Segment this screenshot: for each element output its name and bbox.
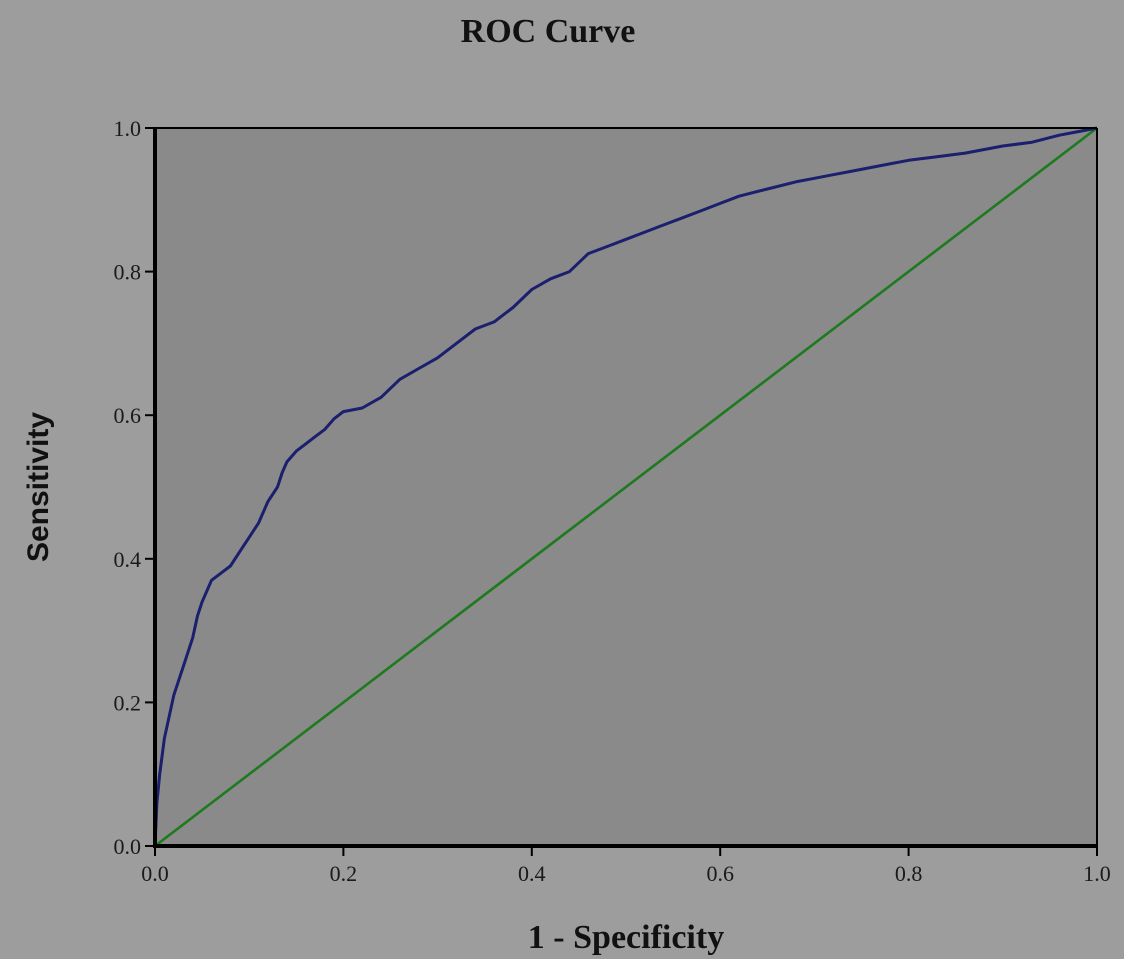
series-layer — [153, 126, 1098, 848]
y-tick-label: 0.0 — [114, 834, 142, 859]
y-axis-label: Sensitivity — [22, 412, 55, 562]
chart-title: ROC Curve — [461, 13, 636, 50]
x-axis-label: 1 - Specificity — [528, 919, 724, 956]
x-tick-label: 0.4 — [518, 861, 546, 886]
x-tick-label: 0.0 — [141, 861, 169, 886]
reference-diagonal-line — [154, 126, 1098, 848]
axes-layer — [153, 127, 1098, 848]
x-tick-label: 1.0 — [1083, 861, 1111, 886]
y-tick-label: 0.2 — [114, 690, 142, 715]
roc-curve-line — [153, 126, 1098, 847]
x-tick-label: 0.6 — [706, 861, 734, 886]
x-tick-label: 0.2 — [330, 861, 358, 886]
y-tick-label: 0.4 — [114, 547, 142, 572]
y-tick-label: 0.8 — [114, 260, 142, 285]
y-tick-label: 0.6 — [114, 403, 142, 428]
x-tick-label: 0.8 — [895, 861, 923, 886]
ticks-layer: 0.0 0.2 0.4 0.6 0.8 1.0 0.0 0.2 0.4 0.6 0.8 1.0 — [114, 116, 1111, 886]
y-tick-label: 1.0 — [114, 116, 142, 141]
